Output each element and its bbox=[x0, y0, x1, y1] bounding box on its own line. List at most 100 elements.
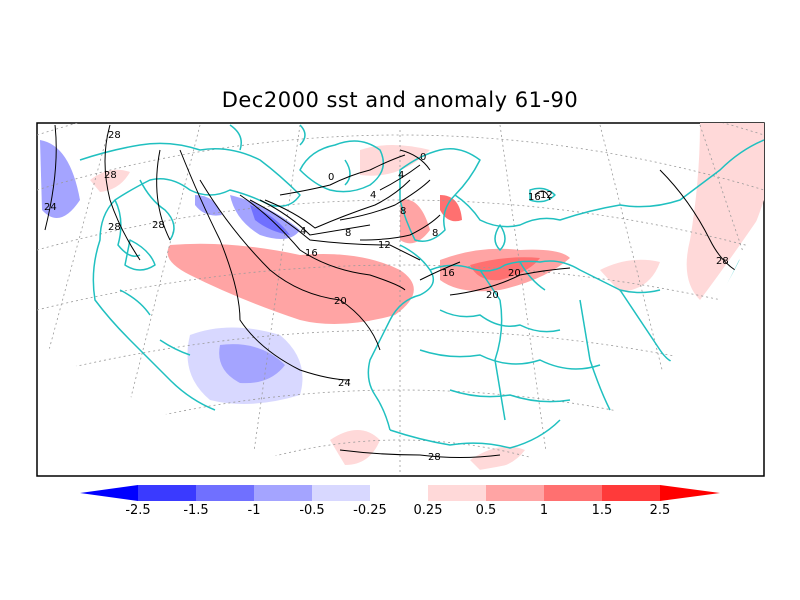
coastline bbox=[579, 299, 611, 411]
coastline bbox=[344, 159, 351, 186]
colorbar-label: -1.5 bbox=[183, 503, 208, 518]
contour-label: 12 bbox=[378, 240, 391, 251]
coastline bbox=[449, 389, 571, 403]
colorbar-label: 1.5 bbox=[592, 503, 613, 518]
contour-28 bbox=[104, 124, 141, 261]
graticule-line bbox=[37, 199, 764, 251]
contour-label: 28 bbox=[152, 220, 165, 231]
contour-label: 24 bbox=[44, 202, 57, 213]
coastline bbox=[229, 124, 242, 151]
coastline bbox=[114, 199, 141, 257]
colorbar-label: 0.25 bbox=[414, 503, 443, 518]
colorbar-label: 1 bbox=[540, 503, 548, 518]
contour-label: 8 bbox=[400, 206, 406, 217]
anomaly-positive-region bbox=[440, 195, 462, 222]
coastline bbox=[419, 349, 601, 370]
contour-label: 20 bbox=[486, 290, 499, 301]
contour-8 bbox=[259, 199, 371, 236]
coastline bbox=[519, 261, 546, 291]
colorbar-label: -0.5 bbox=[299, 503, 324, 518]
colorbar-label: -1 bbox=[248, 503, 261, 518]
contour-20 bbox=[199, 179, 381, 351]
contour-20 bbox=[449, 267, 571, 296]
coastline bbox=[159, 339, 191, 356]
coastline bbox=[454, 139, 764, 228]
anomaly-negative-region bbox=[250, 205, 290, 235]
coastline bbox=[299, 140, 385, 193]
graticule-line bbox=[139, 389, 661, 421]
coastline bbox=[529, 187, 556, 203]
contour-label: 28 bbox=[716, 256, 729, 267]
colorbar-swatch bbox=[544, 485, 602, 501]
contour-label: 20 bbox=[508, 268, 521, 279]
contour-12 bbox=[534, 190, 551, 201]
contour-0 bbox=[399, 149, 431, 171]
graticule-line bbox=[37, 134, 764, 191]
contour-label: 28 bbox=[104, 170, 117, 181]
contour-12 bbox=[249, 199, 421, 261]
contour-12 bbox=[359, 214, 441, 241]
coastline bbox=[399, 148, 481, 242]
anomaly-positive-region bbox=[600, 259, 660, 292]
contour-label: 8 bbox=[345, 228, 351, 239]
anomaly-positive-region bbox=[400, 199, 430, 244]
contour-8 bbox=[339, 179, 431, 221]
contour-28 bbox=[659, 169, 736, 271]
coastline bbox=[124, 239, 156, 271]
contour-16 bbox=[419, 261, 461, 281]
coastlines bbox=[79, 124, 764, 449]
coastline bbox=[139, 179, 175, 241]
coastline bbox=[79, 142, 301, 411]
contour-label: 28 bbox=[108, 130, 121, 141]
coastline bbox=[439, 309, 561, 333]
anomaly-positive-region bbox=[686, 123, 764, 300]
coastline bbox=[494, 299, 506, 421]
map-title: Dec2000 sst and anomaly 61-90 bbox=[221, 88, 579, 112]
colorbar-swatch bbox=[80, 485, 138, 501]
contour-label: 0 bbox=[420, 152, 426, 163]
map-layer: 28 28 28 28 24 24 0 0 4 4 4 8 8 8 12 16 … bbox=[37, 123, 764, 476]
contour-label: 16 bbox=[442, 268, 455, 279]
contour-labels: 28 28 28 28 24 24 0 0 4 4 4 8 8 8 12 16 … bbox=[44, 130, 729, 463]
contour-label: 4 bbox=[370, 190, 376, 201]
contour-16 bbox=[239, 194, 406, 291]
contour-4 bbox=[264, 179, 411, 229]
colorbar-swatch bbox=[138, 485, 196, 501]
anomaly-positive-region bbox=[90, 169, 130, 192]
contour-label: 20 bbox=[334, 296, 347, 307]
anomaly-positive-region bbox=[190, 250, 360, 302]
colorbar-swatch bbox=[370, 485, 428, 501]
contour-label: 4 bbox=[300, 226, 306, 237]
contour-label: 8 bbox=[432, 228, 438, 239]
anomaly-positive-region bbox=[360, 145, 430, 176]
coastline bbox=[494, 224, 506, 251]
colorbar-label: -0.25 bbox=[353, 503, 387, 518]
contour-label: 24 bbox=[338, 378, 351, 389]
anomaly-positive-region bbox=[330, 430, 380, 465]
contour-label: 0 bbox=[328, 172, 334, 183]
colorbar-swatch bbox=[196, 485, 254, 501]
colorbar-label: 0.5 bbox=[476, 503, 497, 518]
contour-24 bbox=[179, 149, 351, 381]
colorbar-swatch bbox=[486, 485, 544, 501]
contour-label: 28 bbox=[108, 222, 121, 233]
contour-label: 28 bbox=[428, 452, 441, 463]
coastline bbox=[389, 419, 561, 449]
anomaly-negative-region bbox=[219, 344, 285, 384]
colorbar-label: -2.5 bbox=[125, 503, 150, 518]
contour-24 bbox=[44, 124, 57, 231]
coastline bbox=[119, 289, 151, 316]
graticule-line bbox=[37, 124, 111, 421]
coastline bbox=[299, 124, 306, 146]
anomaly-negative-region bbox=[195, 195, 222, 216]
colorbar-label: 2.5 bbox=[650, 503, 671, 518]
colorbar: -2.5 -1.5 -1 -0.5 -0.25 0.25 0.5 1 1.5 2… bbox=[80, 485, 720, 518]
colorbar-swatch bbox=[254, 485, 312, 501]
colorbar-swatch bbox=[312, 485, 370, 501]
sst-contours bbox=[44, 124, 736, 458]
coastline bbox=[479, 269, 501, 301]
contour-0 bbox=[279, 154, 406, 196]
contour-4 bbox=[379, 164, 421, 191]
colorbar-swatch bbox=[660, 485, 720, 501]
